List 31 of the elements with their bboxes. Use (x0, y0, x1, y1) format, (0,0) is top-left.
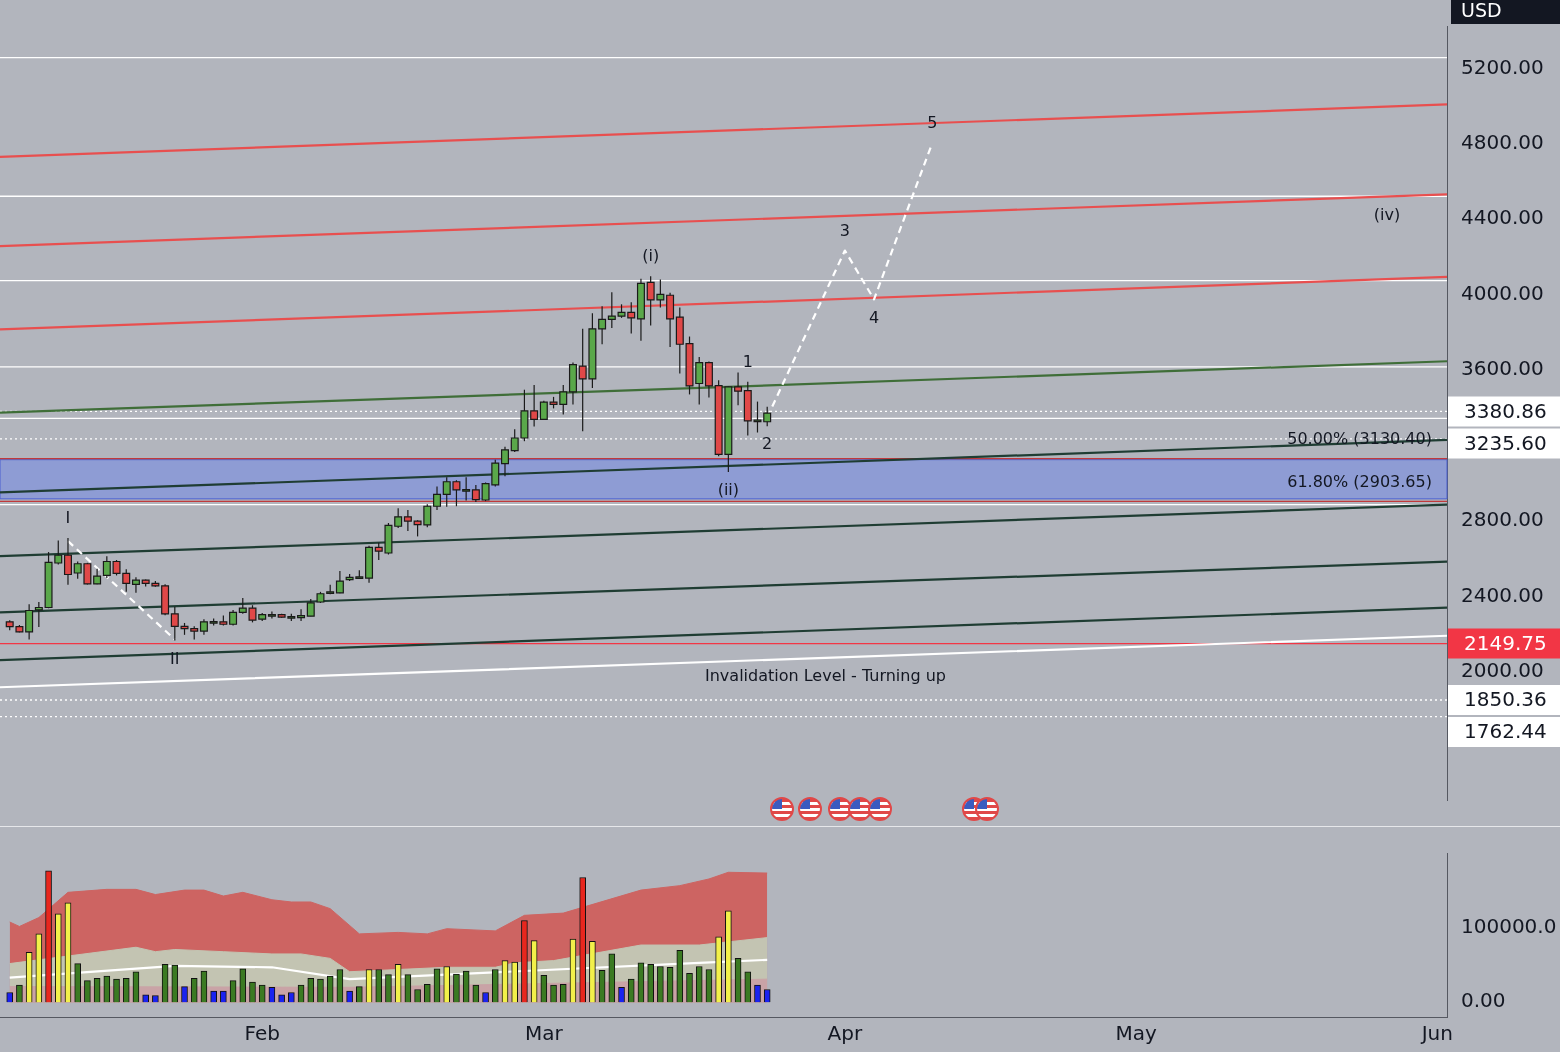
y-tick-label: 4000.00 (1461, 280, 1544, 305)
y-tick-label: 4800.00 (1461, 130, 1544, 155)
ref-line-label: 1850.36 (1464, 687, 1547, 712)
y-tick-label: 100000.0 (1461, 914, 1557, 939)
y-tick-label: 0.00 (1461, 988, 1506, 1013)
ref-line-label: 3380.86 (1464, 398, 1547, 423)
ref-line-label: 2149.75 (1464, 630, 1547, 655)
y-tick-label: 2800.00 (1461, 507, 1544, 532)
annotation: 2 (762, 434, 773, 454)
annotation: (ii) (717, 480, 740, 500)
y-tick-label: 5200.00 (1461, 54, 1544, 79)
annotation: 1 (742, 351, 753, 371)
x-tick-label: Feb (244, 1021, 280, 1046)
annotation: 4 (868, 307, 880, 327)
annotation: I (65, 508, 71, 528)
ref-line-label: 3235.60 (1464, 430, 1547, 455)
annotation: (i) (642, 246, 660, 266)
y-tick-label: 3600.00 (1461, 356, 1544, 381)
y-tick-label: 2400.00 (1461, 582, 1544, 607)
y-axis-title: USD (1461, 0, 1502, 21)
annotation: 3 (839, 220, 850, 240)
annotation: 61.80% (2903.65) (1287, 471, 1432, 491)
ref-line-label: 1762.44 (1464, 719, 1547, 744)
x-tick-label: May (1115, 1021, 1158, 1046)
annotation: (iv) (1373, 205, 1401, 225)
y-tick-label: 4400.00 (1461, 205, 1544, 230)
annotation: Invalidation Level - Turning up (704, 665, 946, 685)
x-tick-label: Apr (827, 1021, 863, 1046)
x-tick-label: Mar (524, 1021, 564, 1046)
x-tick-label: Jun (1419, 1021, 1453, 1046)
y-tick-label: 2000.00 (1461, 657, 1544, 682)
